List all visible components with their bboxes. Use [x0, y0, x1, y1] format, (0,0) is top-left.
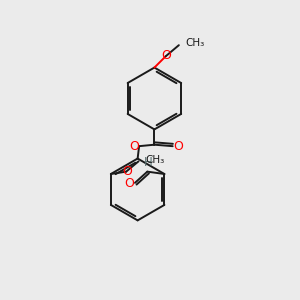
Text: H: H — [144, 156, 153, 169]
Text: O: O — [123, 165, 133, 178]
Text: CH₃: CH₃ — [185, 38, 205, 48]
Text: CH₃: CH₃ — [145, 154, 164, 165]
Text: O: O — [173, 140, 183, 153]
Text: O: O — [125, 177, 135, 190]
Text: O: O — [162, 49, 171, 62]
Text: O: O — [129, 140, 139, 153]
